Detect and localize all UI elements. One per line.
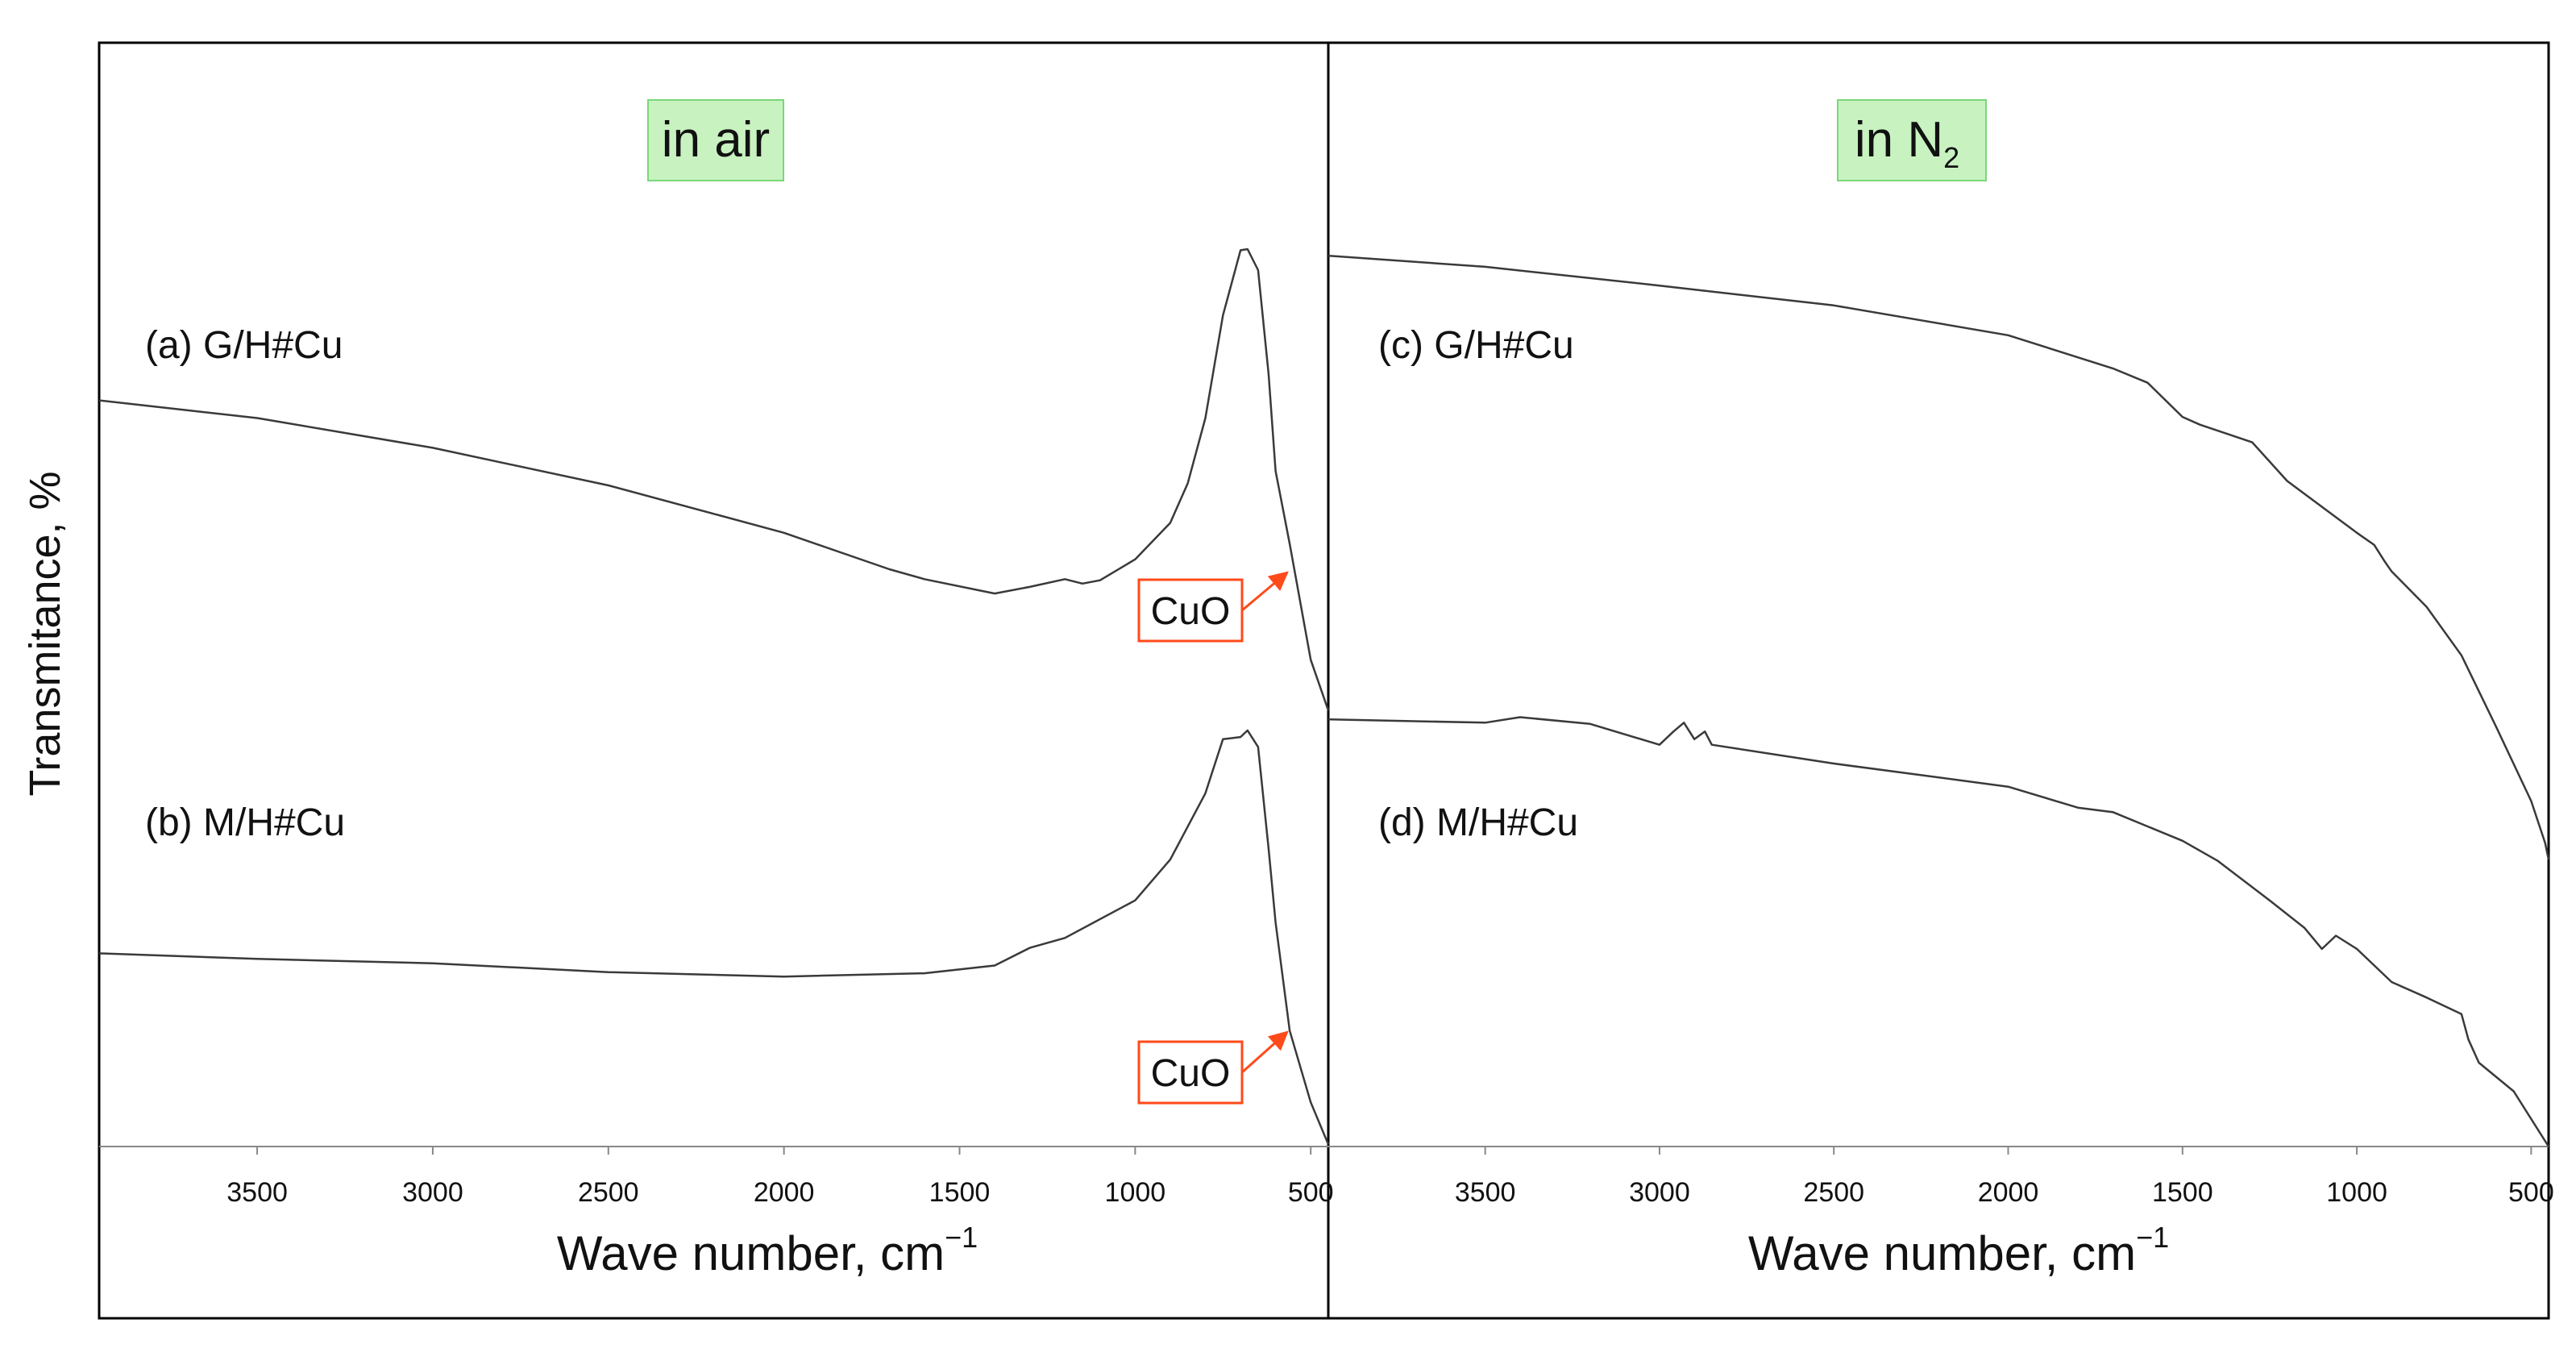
right-panel-title: in N2 xyxy=(1855,112,1959,174)
right-x-tick-label: 1500 xyxy=(2152,1177,2213,1208)
left-x-axis: 3500 3000 2500 2000 1500 1000 500 xyxy=(99,1146,1334,1208)
cuo-annotation-b-arrow xyxy=(1241,1030,1289,1074)
left-x-tick-label: 2000 xyxy=(754,1177,815,1208)
left-x-tick-label: 500 xyxy=(1288,1177,1334,1208)
cuo-annotation-a-arrow xyxy=(1241,571,1289,612)
left-x-ticks: 3500 3000 2500 2000 1500 1000 500 xyxy=(226,1147,1334,1208)
cuo-annotation-a-box xyxy=(1137,578,1244,643)
right-x-axis-title-superscript: −1 xyxy=(2136,1221,2169,1254)
left-x-tick-label: 2500 xyxy=(578,1177,639,1208)
left-x-axis-title-superscript: −1 xyxy=(945,1221,978,1254)
y-axis-title: Transmitance, % xyxy=(21,471,69,796)
left-panel: in air 3500 3000 2500 2000 1500 1000 500 Wave … xyxy=(98,99,1334,1280)
series-line-b xyxy=(98,729,1330,1145)
right-x-axis-title: Wave number, cm−1 xyxy=(1748,1221,2169,1280)
cuo-annotation-b-box xyxy=(1137,1040,1244,1105)
series-a-label: (a) G/H#Cu xyxy=(145,324,343,367)
right-x-tick-label: 3000 xyxy=(1629,1177,1690,1208)
left-x-axis-title-text: Wave number, cm xyxy=(557,1226,945,1280)
right-x-ticks: 3500 3000 2500 2000 1500 1000 500 xyxy=(1455,1147,2554,1208)
right-x-tick-label: 2500 xyxy=(1803,1177,1864,1208)
left-series-group xyxy=(98,248,1330,1145)
right-x-tick-label: 500 xyxy=(2508,1177,2554,1208)
right-panel-title-subscript: 2 xyxy=(1943,141,1959,174)
left-x-tick-label: 1500 xyxy=(929,1177,991,1208)
right-x-tick-label: 2000 xyxy=(1978,1177,2039,1208)
series-line-c xyxy=(1327,254,2550,860)
left-x-tick-label: 3000 xyxy=(402,1177,463,1208)
right-x-axis-title-text: Wave number, cm xyxy=(1748,1226,2136,1280)
cuo-annotation-b-text: CuO xyxy=(1151,1052,1231,1095)
right-x-tick-label: 3500 xyxy=(1455,1177,1516,1208)
series-b-label: (b) M/H#Cu xyxy=(145,801,345,844)
right-panel-frame xyxy=(1327,41,2550,1320)
series-c-label: (c) G/H#Cu xyxy=(1378,324,1574,367)
left-panel-title-bg xyxy=(647,99,784,181)
right-panel-title-text: in N xyxy=(1855,112,1943,168)
right-x-axis: 3500 3000 2500 2000 1500 1000 500 xyxy=(1328,1146,2554,1208)
series-line-d xyxy=(1327,716,2550,1147)
right-panel: in N2 3500 3000 2500 2000 1500 1000 500 Wave n… xyxy=(1327,99,2554,1280)
cuo-annotation-b: CuO xyxy=(1137,1030,1289,1105)
right-x-tick-label: 1000 xyxy=(2326,1177,2387,1208)
series-d-label: (d) M/H#Cu xyxy=(1378,801,1578,844)
cuo-annotation-a-text: CuO xyxy=(1151,590,1231,633)
left-x-tick-label: 1000 xyxy=(1105,1177,1166,1208)
cuo-annotation-a: CuO xyxy=(1137,571,1289,643)
left-x-axis-title: Wave number, cm−1 xyxy=(557,1221,978,1280)
right-series-group xyxy=(1327,254,2550,1147)
left-panel-title: in air xyxy=(662,112,770,168)
left-panel-frame xyxy=(98,41,1330,1320)
left-x-tick-label: 3500 xyxy=(226,1177,288,1208)
series-line-a xyxy=(98,248,1330,711)
right-panel-title-bg xyxy=(1837,99,1987,181)
